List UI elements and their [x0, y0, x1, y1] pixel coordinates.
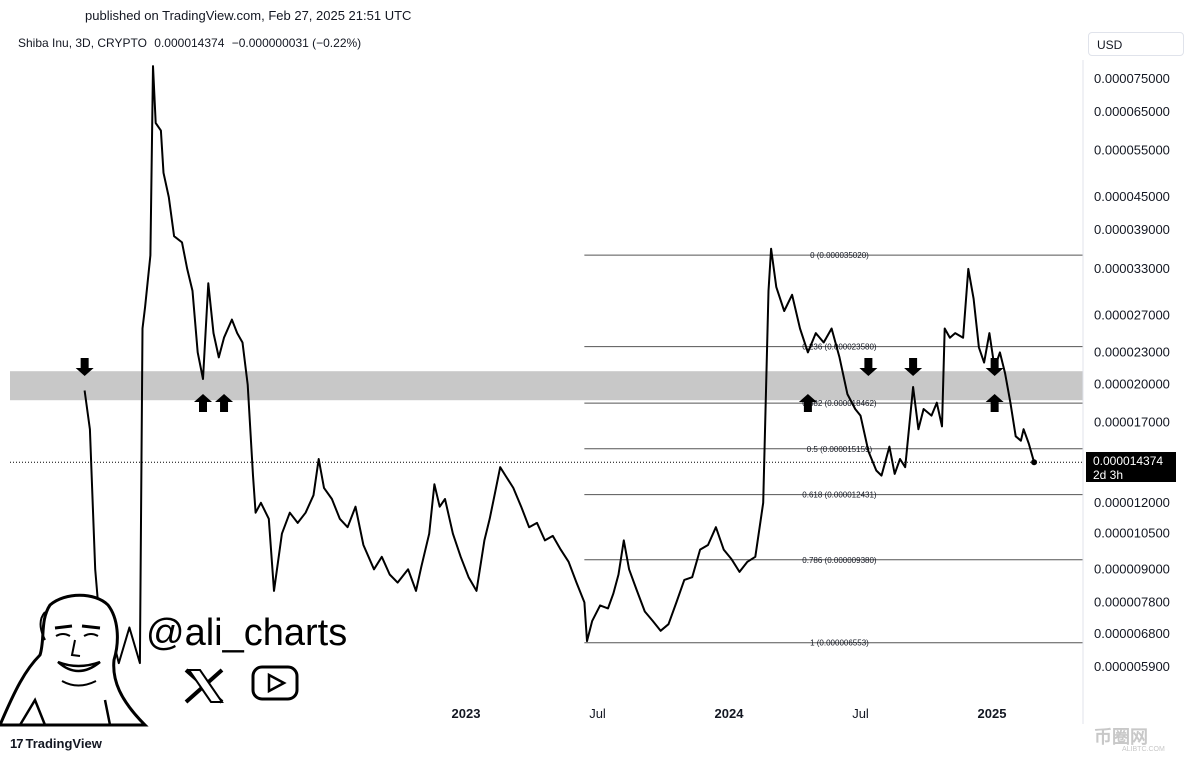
arrow-up-icon	[215, 394, 234, 412]
youtube-icon[interactable]	[251, 665, 299, 701]
brand-name: TradingView	[25, 736, 102, 751]
watermark: 币圈网 ALIBTC.COM	[1094, 723, 1165, 753]
watermark-text: 币圈网	[1094, 727, 1148, 747]
last-price: 0.000014374	[154, 36, 225, 50]
y-tick-label: 0.000023000	[1094, 344, 1170, 359]
avatar	[0, 593, 149, 727]
fib-level-label: 0.5 (0.000015159)	[807, 445, 873, 454]
y-tick-label: 0.000010500	[1094, 526, 1170, 541]
current-price-tag: 0.000014374 2d 3h	[1086, 452, 1176, 482]
x-tick-label: 2025	[978, 706, 1007, 721]
arrow-down-icon	[904, 358, 923, 376]
y-tick-label: 0.000039000	[1094, 222, 1170, 237]
x-tick-label: Jul	[852, 706, 869, 721]
arrow-down-icon	[859, 358, 878, 376]
author-handle[interactable]: @ali_charts	[146, 612, 348, 654]
y-tick-label: 0.000020000	[1094, 377, 1170, 392]
current-price-value: 0.000014374	[1093, 454, 1164, 468]
fib-level-label: 0.382 (0.000018462)	[802, 399, 877, 408]
tradingview-logo[interactable]: 17 TradingView	[10, 736, 102, 751]
watermark-sub: ALIBTC.COM	[1122, 746, 1165, 753]
x-tick-label: Jul	[589, 706, 606, 721]
arrow-down-icon	[75, 358, 94, 376]
arrow-up-icon	[798, 394, 817, 412]
price-change: −0.000000031 (−0.22%)	[231, 36, 362, 50]
y-tick-label: 0.000033000	[1094, 261, 1170, 276]
y-tick-label: 0.000009000	[1094, 561, 1170, 576]
y-tick-label: 0.000075000	[1094, 71, 1170, 86]
y-tick-label: 0.000017000	[1094, 414, 1170, 429]
tradingview-mark-icon: 17	[10, 736, 24, 751]
arrow-up-icon	[985, 394, 1004, 412]
published-caption: published on TradingView.com, Feb 27, 20…	[85, 8, 412, 23]
support-zone	[10, 371, 1083, 401]
currency-button[interactable]: USD	[1088, 32, 1184, 56]
x-tick-label: 2024	[715, 706, 745, 721]
symbol-name: Shiba Inu, 3D, CRYPTO	[18, 36, 147, 50]
last-price-dot	[1031, 459, 1038, 466]
fib-level-label: 0.618 (0.000012431)	[802, 491, 877, 500]
price-line	[83, 65, 1036, 665]
y-tick-label: 0.000027000	[1094, 307, 1170, 322]
arrow-down-icon	[985, 358, 1004, 376]
symbol-legend: Shiba Inu, 3D, CRYPTO 0.000014374 −0.000…	[18, 36, 365, 50]
fib-level-label: 0.236 (0.000023580)	[802, 343, 877, 352]
y-tick-label: 0.000065000	[1094, 104, 1170, 119]
fib-level-label: 0 (0.000035020)	[810, 251, 869, 260]
fib-level-label: 0.786 (0.000009380)	[802, 556, 877, 565]
arrow-up-icon	[194, 394, 212, 412]
y-tick-label: 0.000012000	[1094, 495, 1170, 510]
y-tick-label: 0.000006800	[1094, 626, 1170, 641]
y-tick-label: 0.000045000	[1094, 189, 1170, 204]
y-tick-label: 0.000005900	[1094, 659, 1170, 674]
y-tick-label: 0.000007800	[1094, 594, 1170, 609]
fib-level-label: 1 (0.000006553)	[810, 639, 869, 648]
x-logo-icon[interactable]	[184, 668, 224, 704]
countdown: 2d 3h	[1093, 468, 1124, 482]
y-tick-label: 0.000055000	[1094, 143, 1170, 158]
x-tick-label: 2023	[452, 706, 481, 721]
